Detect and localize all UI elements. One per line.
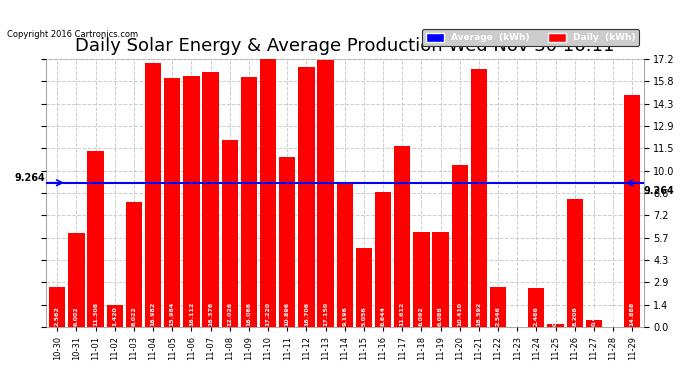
Bar [566, 199, 583, 327]
Bar [451, 165, 468, 327]
Bar [241, 77, 257, 327]
Bar [202, 72, 219, 327]
Text: 16.112: 16.112 [189, 302, 194, 326]
Bar [88, 151, 103, 327]
Bar [547, 324, 564, 327]
Bar [375, 192, 391, 327]
Text: 14.888: 14.888 [630, 302, 635, 326]
Text: 15.984: 15.984 [170, 302, 175, 326]
Text: 8.022: 8.022 [131, 306, 137, 326]
Text: 0.214: 0.214 [553, 306, 558, 326]
Bar [164, 78, 180, 327]
Bar [184, 76, 199, 327]
Text: 10.896: 10.896 [285, 302, 290, 326]
Text: 16.706: 16.706 [304, 302, 309, 326]
Bar [279, 158, 295, 327]
Text: Copyright 2016 Cartronics.com: Copyright 2016 Cartronics.com [7, 30, 138, 39]
Text: 9.264: 9.264 [15, 173, 46, 183]
Text: 1.420: 1.420 [112, 306, 117, 326]
Text: 0.000: 0.000 [515, 307, 520, 326]
Bar [490, 287, 506, 327]
Bar [68, 234, 85, 327]
Text: 11.612: 11.612 [400, 302, 405, 326]
Bar [49, 287, 66, 327]
Text: 10.410: 10.410 [457, 302, 462, 326]
Text: 17.220: 17.220 [266, 302, 270, 326]
Text: 17.150: 17.150 [323, 302, 328, 326]
Text: 2.466: 2.466 [534, 306, 539, 326]
Text: 12.026: 12.026 [227, 302, 233, 326]
Text: 6.002: 6.002 [74, 306, 79, 326]
Title: Daily Solar Energy & Average Production Wed Nov 30 16:11: Daily Solar Energy & Average Production … [75, 37, 614, 55]
Text: 2.546: 2.546 [495, 306, 500, 326]
Bar [413, 232, 429, 327]
Text: 0.416: 0.416 [591, 306, 596, 326]
Bar [433, 232, 448, 327]
Bar [298, 67, 315, 327]
Bar [528, 288, 544, 327]
Text: 6.092: 6.092 [419, 306, 424, 326]
Text: 8.644: 8.644 [380, 306, 386, 326]
Text: 11.308: 11.308 [93, 302, 98, 326]
Text: 5.056: 5.056 [362, 306, 366, 326]
Bar [126, 202, 142, 327]
Bar [106, 305, 123, 327]
Text: 16.982: 16.982 [150, 302, 155, 326]
Bar [624, 95, 640, 327]
Bar [145, 63, 161, 327]
Bar [337, 184, 353, 327]
Bar [586, 320, 602, 327]
Bar [471, 69, 487, 327]
Bar [260, 59, 276, 327]
Text: 8.208: 8.208 [572, 306, 577, 326]
Text: 6.088: 6.088 [438, 306, 443, 326]
Bar [394, 146, 411, 327]
Text: 16.066: 16.066 [246, 302, 251, 326]
Text: 0.000: 0.000 [611, 307, 615, 326]
Bar [221, 140, 238, 327]
Text: 16.592: 16.592 [476, 302, 482, 326]
Text: 9.264: 9.264 [644, 186, 674, 196]
Text: 16.376: 16.376 [208, 302, 213, 326]
Bar [356, 248, 372, 327]
Legend: Average  (kWh), Daily  (kWh): Average (kWh), Daily (kWh) [422, 29, 639, 46]
Bar [317, 60, 334, 327]
Text: 9.196: 9.196 [342, 306, 347, 326]
Text: 2.562: 2.562 [55, 306, 60, 326]
